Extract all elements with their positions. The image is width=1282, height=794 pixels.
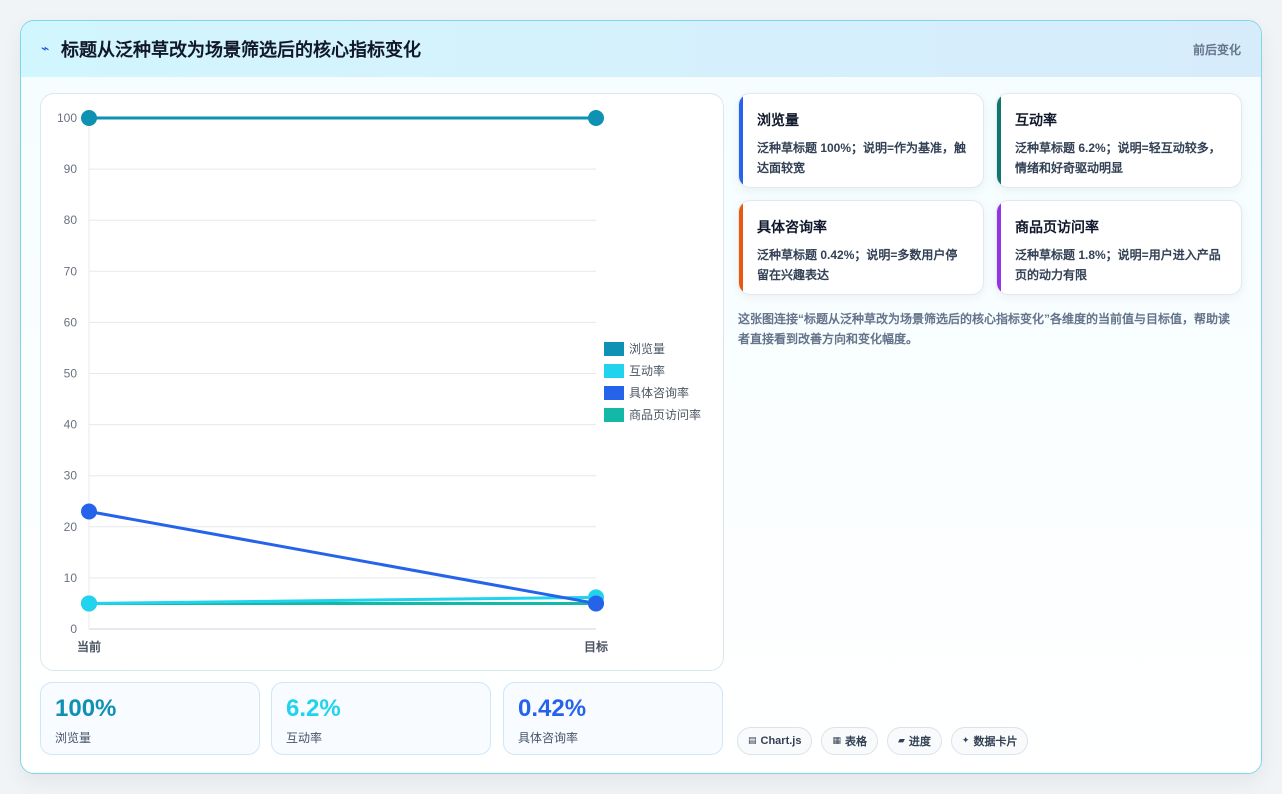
legend-label: 具体咨询率 — [629, 385, 689, 400]
page-title: 标题从泛种草改为场景筛选后的核心指标变化 — [61, 40, 421, 60]
stat-card: 100% 浏览量 — [40, 682, 260, 755]
header: ⌁ 标题从泛种草改为场景筛选后的核心指标变化 前后变化 — [21, 21, 1261, 77]
metric-card-title: 具体咨询率 — [757, 219, 827, 235]
tag-chartjs[interactable]: ▤ Chart.js — [737, 727, 813, 755]
chart-icon: ▤ — [748, 736, 757, 746]
metric-card-desc: 泛种草标题 0.42%；说明=多数用户停留在兴趣表达 — [757, 248, 958, 282]
stat-card: 6.2% 互动率 — [271, 682, 491, 755]
y-tick-label: 50 — [64, 367, 78, 381]
data-point — [588, 595, 604, 612]
legend-swatch — [604, 408, 624, 422]
series-line — [88, 509, 597, 605]
legend-label: 互动率 — [629, 363, 665, 378]
line-chart: 0 10 20 30 40 50 60 70 80 90 100 当前 目标 浏览量互动率具体咨询率商品页… — [57, 110, 701, 654]
y-tick-label: 70 — [64, 264, 78, 278]
stat-label: 互动率 — [286, 731, 323, 745]
data-point — [81, 503, 97, 520]
tag-progress[interactable]: ▰ 进度 — [887, 727, 942, 755]
tag-label: 进度 — [908, 736, 931, 748]
x-tick-label: 当前 — [77, 639, 101, 654]
legend-swatch — [604, 386, 624, 400]
metric-card-desc: 泛种草标题 6.2%；说明=轻互动较多，情绪和好奇驱动明显 — [1015, 141, 1221, 175]
metric-card-desc: 泛种草标题 1.8%；说明=用户进入产品页的动力有限 — [1015, 248, 1221, 282]
y-tick-label: 40 — [64, 418, 78, 432]
legend-label: 商品页访问率 — [629, 407, 701, 422]
metric-card: 具体咨询率 泛种草标题 0.42%；说明=多数用户停留在兴趣表达 — [738, 200, 984, 295]
tag-table[interactable]: ▦ 表格 — [821, 727, 878, 755]
chart-line-icon: ⌁ — [41, 41, 50, 57]
data-point — [588, 110, 604, 126]
sparkle-icon: ✦ — [961, 736, 970, 746]
tag-label: 表格 — [845, 736, 867, 748]
dashboard-panel: ⌁ 标题从泛种草改为场景筛选后的核心指标变化 前后变化 0 10 20 30 40 50 6… — [20, 20, 1262, 774]
metric-card-title: 浏览量 — [757, 112, 799, 128]
line-chart-container: 0 10 20 30 40 50 60 70 80 90 100 当前 目标 浏览量互动率具体咨询率商品页… — [40, 93, 724, 671]
metric-card-title: 商品页访问率 — [1015, 219, 1099, 235]
chart-note: 这张图连接“标题从泛种草改为场景筛选后的核心指标变化”各维度的当前值与目标值，帮… — [738, 312, 1231, 346]
tag-list: ▤ Chart.js ▦ 表格 ▰ 进度 ✦ 数据卡片 — [737, 727, 1029, 755]
stat-label: 具体咨询率 — [518, 731, 579, 745]
data-point — [81, 110, 97, 126]
metric-card: 浏览量 泛种草标题 100%；说明=作为基准，触达面较宽 — [738, 93, 984, 188]
progress-icon: ▰ — [898, 736, 905, 746]
x-tick-label: 目标 — [584, 639, 608, 654]
y-tick-label: 90 — [64, 162, 78, 176]
data-point — [81, 595, 97, 612]
stat-label: 浏览量 — [55, 731, 92, 745]
series-line — [88, 595, 597, 605]
y-tick-label: 20 — [64, 520, 78, 534]
y-tick-label: 100 — [57, 111, 77, 125]
stat-value: 100% — [55, 695, 117, 722]
metric-card-desc: 泛种草标题 100%；说明=作为基准，触达面较宽 — [757, 141, 967, 175]
y-tick-label: 80 — [64, 213, 78, 227]
tag-label: 数据卡片 — [973, 736, 1018, 748]
header-tag: 前后变化 — [1192, 42, 1241, 57]
tag-data-cards[interactable]: ✦ 数据卡片 — [950, 727, 1029, 755]
legend-swatch — [604, 342, 624, 356]
y-tick-label: 60 — [64, 315, 78, 329]
legend-swatch — [604, 364, 624, 378]
legend-label: 浏览量 — [629, 341, 665, 356]
metric-card: 商品页访问率 泛种草标题 1.8%；说明=用户进入产品页的动力有限 — [996, 200, 1242, 295]
stat-value: 0.42% — [518, 695, 587, 722]
y-tick-label: 30 — [64, 469, 78, 483]
metric-card-title: 互动率 — [1015, 112, 1057, 128]
y-tick-label: 10 — [64, 571, 78, 585]
stat-card: 0.42% 具体咨询率 — [503, 682, 723, 755]
tag-label: Chart.js — [760, 735, 802, 747]
metric-card: 互动率 泛种草标题 6.2%；说明=轻互动较多，情绪和好奇驱动明显 — [996, 93, 1242, 188]
stat-value: 6.2% — [286, 695, 341, 722]
table-icon: ▦ — [832, 736, 841, 746]
y-tick-label: 0 — [70, 622, 77, 636]
